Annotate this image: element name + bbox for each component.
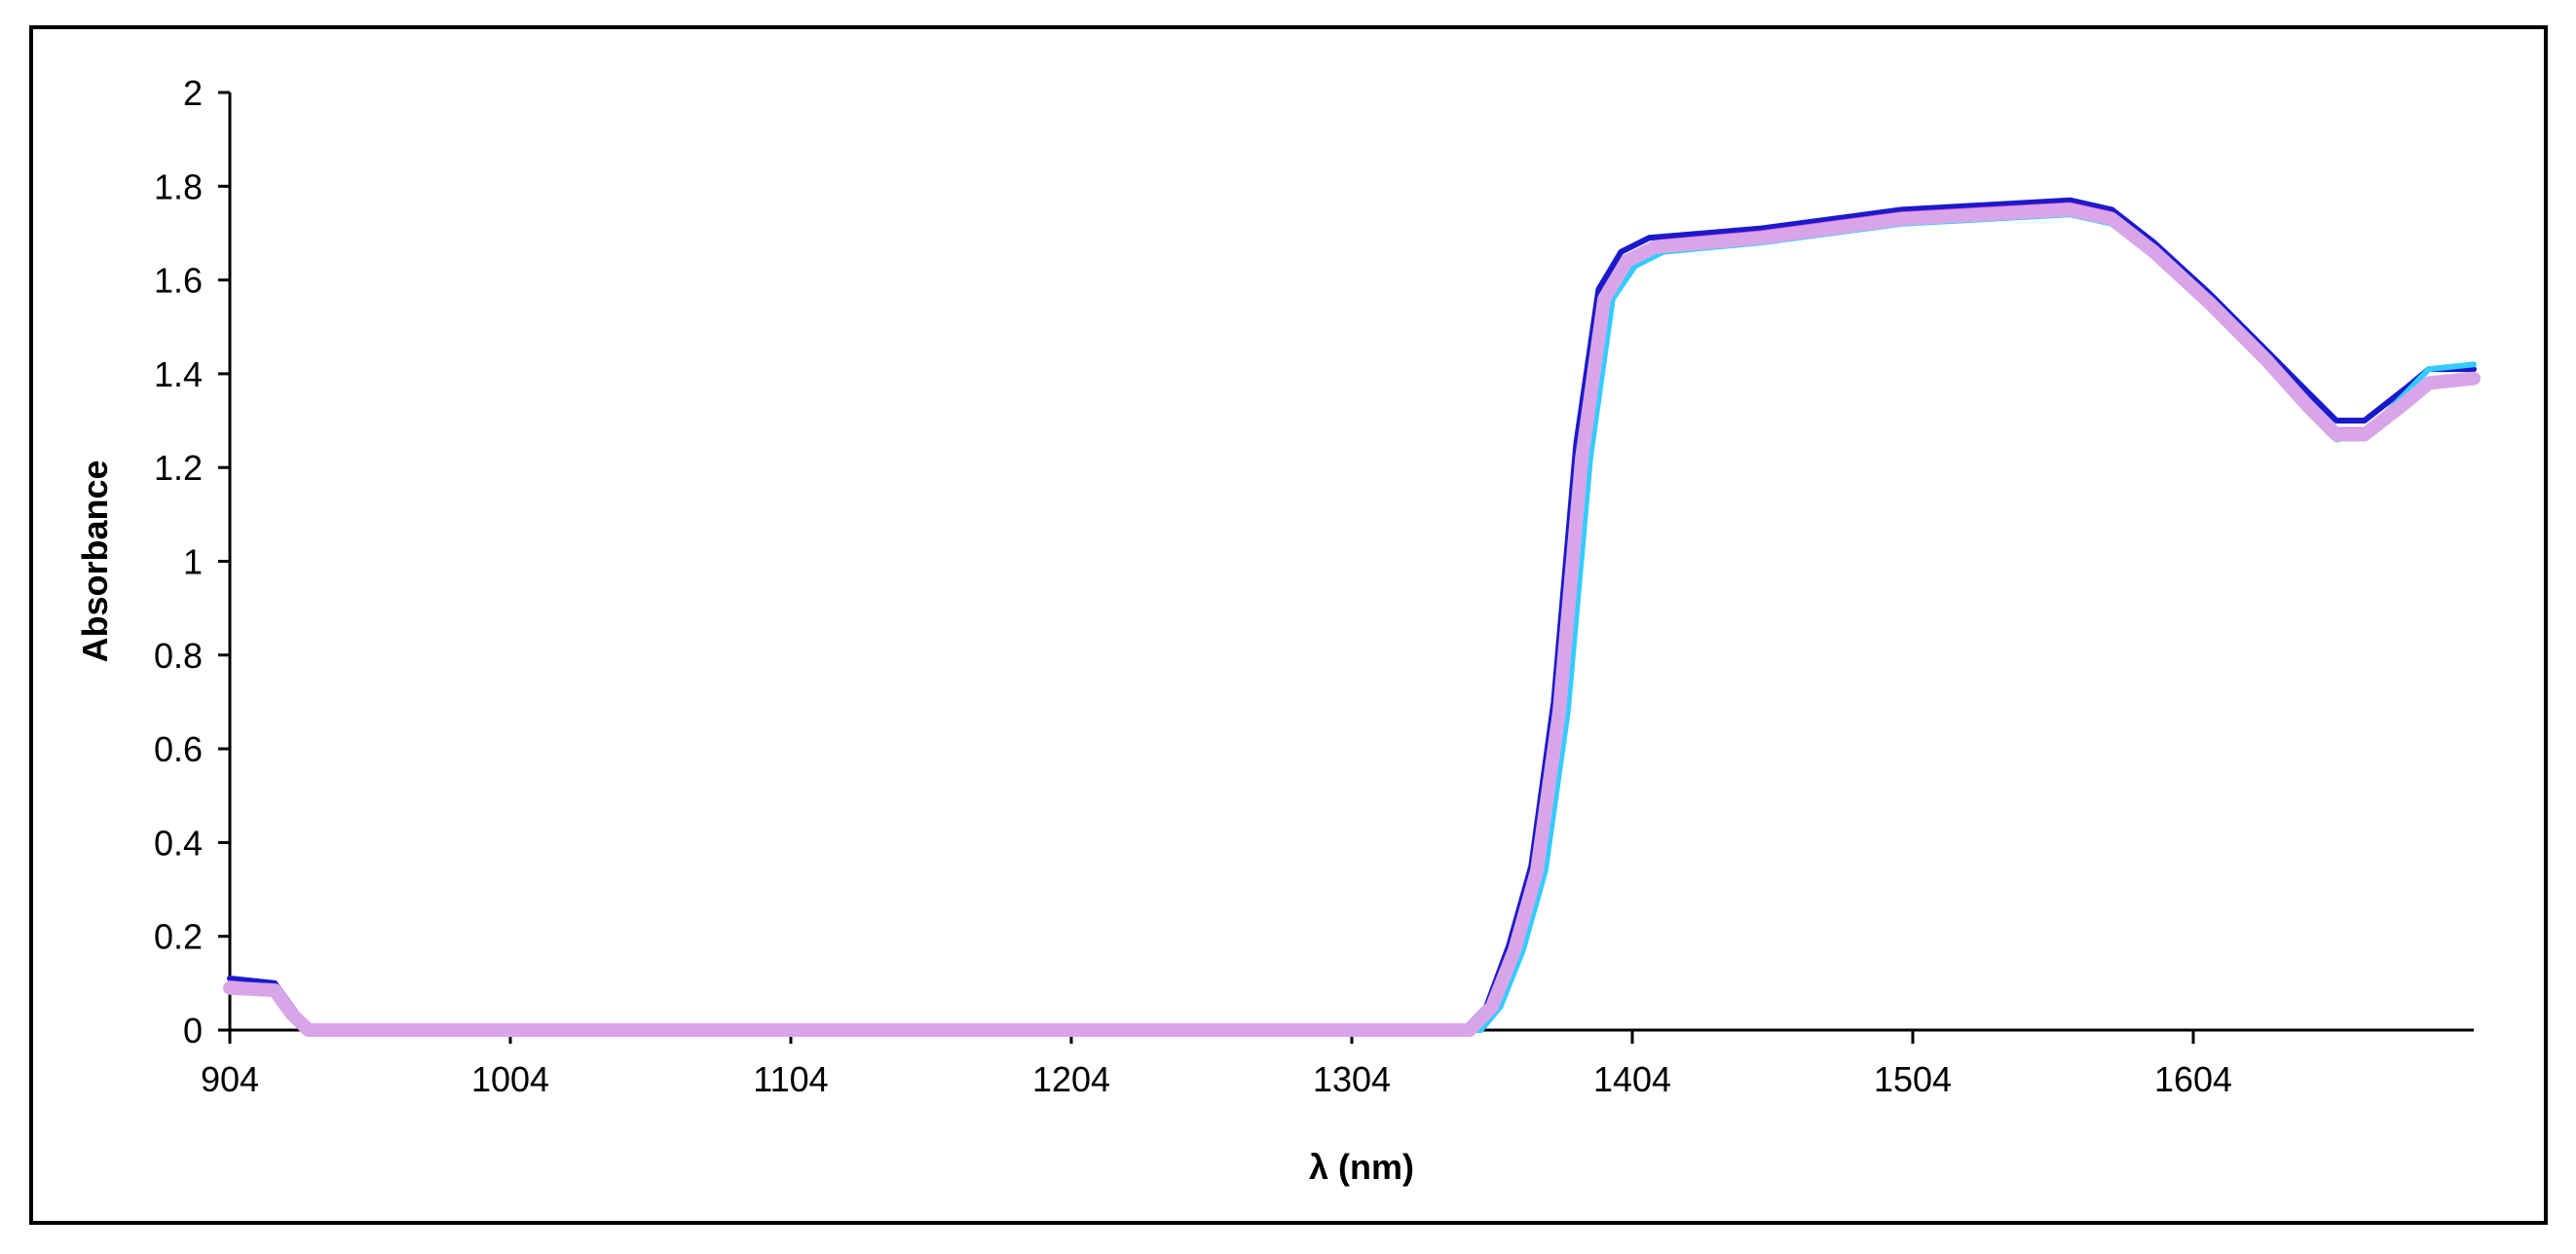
y-tick-label: 1.4: [154, 354, 203, 394]
series-line-4: [223, 203, 2481, 1037]
x-tick-label: 1204: [1032, 1059, 1110, 1099]
y-tick-label: 2: [183, 73, 203, 113]
plot-series: [223, 197, 2481, 1037]
x-tick-label: 1404: [1593, 1059, 1671, 1099]
y-tick-label: 0: [183, 1011, 203, 1051]
series-line-2: [227, 211, 2477, 1033]
y-tick-label: 1.2: [154, 448, 203, 488]
y-tick-label: 0.4: [154, 823, 203, 863]
y-axis-title: Absorbance: [75, 460, 115, 662]
y-tick-label: 0.2: [154, 917, 203, 957]
x-tick-label: 1604: [2154, 1059, 2232, 1099]
x-tick-label: 1104: [753, 1059, 828, 1099]
x-tick-label: 1004: [471, 1059, 549, 1099]
x-tick-label: 1504: [1874, 1059, 1952, 1099]
y-tick-label: 0.6: [154, 729, 203, 769]
y-tick-label: 1.6: [154, 261, 203, 301]
x-tick-label: 1304: [1313, 1059, 1391, 1099]
x-tick-label: 904: [201, 1059, 259, 1099]
series-line-1: [227, 197, 2477, 1033]
x-axis-title: λ (nm): [1309, 1147, 1414, 1187]
y-tick-label: 1.8: [154, 166, 203, 206]
y-tick-label: 0.8: [154, 636, 203, 676]
y-tick-label: 1: [183, 542, 203, 582]
chart-frame: [29, 25, 2548, 1225]
axes: 0 0.2 0.4 0.6 0.8 1 1.2 1.4 1.6 1.8 2 904 1004 1104 12…: [154, 73, 2474, 1099]
series-line-3: [227, 202, 2477, 1033]
